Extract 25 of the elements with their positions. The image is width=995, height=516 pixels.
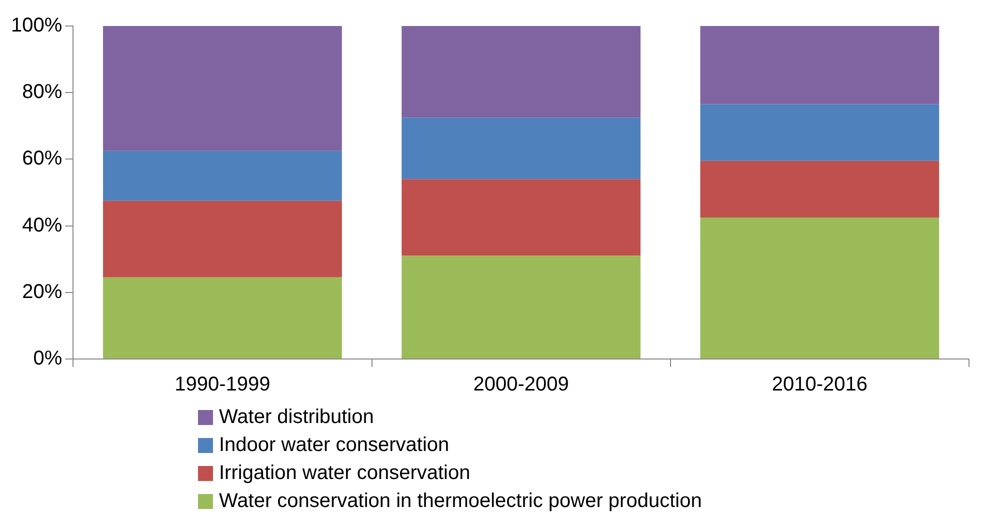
y-tick-label: 0% bbox=[33, 348, 62, 370]
legend-label: Water distribution bbox=[219, 405, 374, 430]
bar bbox=[103, 26, 342, 151]
bar bbox=[700, 160, 940, 218]
bar bbox=[103, 277, 342, 358]
y-tick-label: 80% bbox=[22, 81, 62, 104]
bar bbox=[103, 150, 342, 201]
y-tick-label: 60% bbox=[22, 148, 62, 170]
legend-label: Irrigation water conservation bbox=[219, 461, 470, 486]
bar bbox=[402, 256, 641, 358]
bar bbox=[402, 179, 641, 256]
bar bbox=[700, 217, 940, 358]
y-tick-label: 20% bbox=[22, 280, 62, 303]
x-tick-label: 2000-2009 bbox=[473, 374, 569, 396]
bar bbox=[103, 200, 342, 278]
bar bbox=[402, 118, 641, 180]
legend-label: Water conservation in thermoelectric power production bbox=[219, 489, 702, 514]
bar bbox=[700, 26, 940, 104]
bar bbox=[402, 26, 641, 118]
x-tick-label: 2010-2016 bbox=[772, 374, 868, 396]
y-tick-label: 40% bbox=[22, 214, 62, 236]
bar bbox=[700, 104, 940, 161]
y-tick-label: 100% bbox=[10, 14, 62, 37]
x-tick-label: 1990-1999 bbox=[174, 374, 270, 396]
legend-label: Indoor water conservation bbox=[219, 433, 450, 458]
